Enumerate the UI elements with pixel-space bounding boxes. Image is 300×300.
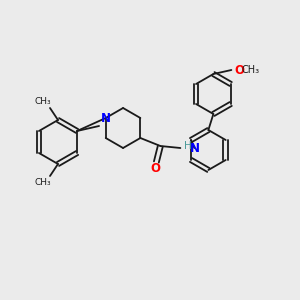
Text: CH₃: CH₃ [35,178,51,187]
Text: O: O [234,64,244,76]
Text: CH₃: CH₃ [242,65,260,75]
Text: CH₃: CH₃ [35,97,51,106]
Text: N: N [190,142,200,154]
Text: H: H [184,141,192,151]
Text: O: O [150,161,161,175]
Text: N: N [101,112,111,124]
